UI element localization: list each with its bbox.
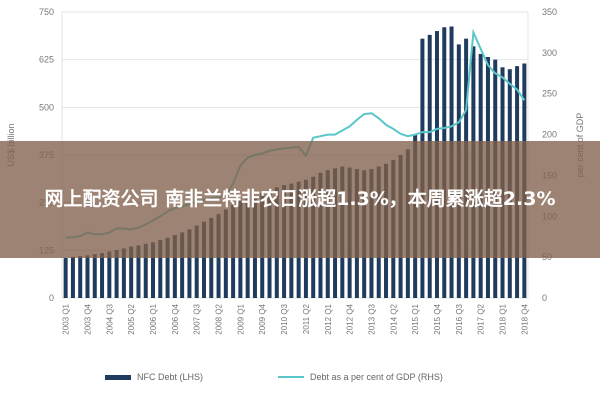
bar [165,237,170,298]
y2-tick-label: 0 [542,293,547,303]
legend-swatch-line [278,376,304,378]
x-tick-label: 2014 Q2 [389,303,398,334]
x-tick-label: 2005 Q2 [127,303,136,334]
bar [129,246,134,298]
headline-text: 网上配资公司 南非兰特非农日涨超1.3%，本周累涨超2.3% [44,188,556,210]
y2-tick-label: 250 [542,89,557,99]
x-tick-label: 2016 Q3 [455,303,464,334]
x-tick-label: 2013 Q3 [368,303,377,334]
x-tick-label: 2009 Q4 [258,303,267,334]
legend-item-debt-gdp: Debt as a per cent of GDP (RHS) [278,372,443,382]
x-tick-label: 2015 Q4 [433,303,442,334]
y2-tick-label: 350 [542,7,557,17]
legend-item-nfc-debt: NFC Debt (LHS) [105,372,203,382]
x-tick-label: 2017 Q2 [477,303,486,334]
x-tick-label: 2003 Q4 [84,303,93,334]
bar [70,256,75,298]
bar [63,257,68,298]
y-tick-label: 500 [39,102,54,112]
bar [187,229,192,298]
x-tick-label: 2009 Q1 [236,303,245,334]
y-tick-label: 0 [49,293,54,303]
x-tick-label: 2018 Q1 [499,303,508,334]
y-tick-label: 625 [39,55,54,65]
x-tick-label: 2010 Q3 [280,303,289,334]
x-tick-label: 2012 Q4 [346,303,355,334]
bar [107,251,112,298]
bar [92,254,97,298]
x-tick-label: 2015 Q1 [411,303,420,334]
x-tick-label: 2004 Q3 [105,303,114,334]
legend-label-nfc-debt: NFC Debt (LHS) [137,372,204,382]
y2-tick-label: 300 [542,48,557,58]
headline-banner: 网上配资公司 南非兰特非农日涨超1.3%，本周累涨超2.3% [0,141,600,258]
legend-label-debt-gdp: Debt as a per cent of GDP (RHS) [310,372,443,382]
bar [136,245,141,298]
bar [78,256,83,298]
x-tick-label: 2018 Q4 [520,303,529,334]
x-tick-label: 2006 Q4 [171,303,180,334]
x-tick-label: 2011 Q2 [302,303,311,334]
legend: NFC Debt (LHS) Debt as a per cent of GDP… [0,372,600,392]
y2-tick-label: 200 [542,130,557,140]
x-tick-label: 2008 Q2 [215,303,224,334]
x-tick-label: 2003 Q1 [62,303,71,334]
bar [143,243,148,298]
bar [121,248,126,298]
legend-swatch-bar [105,374,131,380]
x-tick-label: 2007 Q3 [193,303,202,334]
bar [151,242,156,298]
bar [114,249,119,298]
bar [180,232,185,298]
bar [194,225,199,298]
x-tick-label: 2012 Q1 [324,303,333,334]
x-tick-label: 2006 Q1 [149,303,158,334]
y-tick-label: 750 [39,7,54,17]
bar [85,255,90,298]
bar [158,240,163,298]
bar [172,235,177,298]
bar [100,253,105,298]
bar [201,221,206,298]
